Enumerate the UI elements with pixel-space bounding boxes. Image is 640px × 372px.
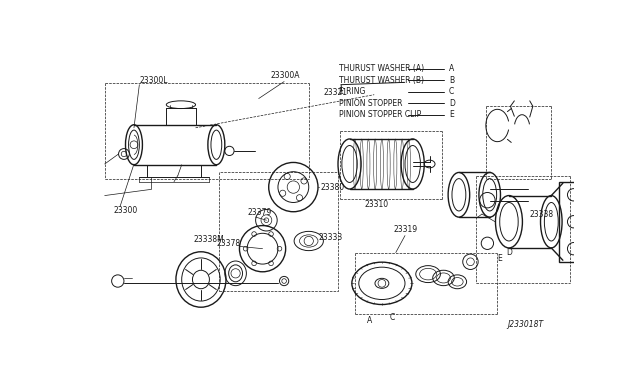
Text: 23300A: 23300A — [270, 71, 300, 80]
Bar — [219, 172, 338, 291]
Text: C: C — [390, 314, 395, 323]
Text: 23300: 23300 — [114, 206, 138, 215]
Text: 23321: 23321 — [323, 88, 348, 97]
Text: E RING: E RING — [339, 87, 365, 96]
Text: A: A — [367, 316, 372, 325]
Text: 23380: 23380 — [320, 183, 344, 192]
Text: B: B — [449, 76, 454, 85]
Text: 23310: 23310 — [365, 200, 389, 209]
Text: 23319: 23319 — [394, 225, 417, 234]
Text: A: A — [449, 64, 454, 74]
Text: THURUST WASHER (B): THURUST WASHER (B) — [339, 76, 424, 85]
Text: 23333: 23333 — [319, 232, 343, 242]
Text: 23378: 23378 — [216, 239, 241, 248]
Text: E: E — [497, 254, 502, 263]
Text: PINION STOPPER CLIP: PINION STOPPER CLIP — [339, 110, 421, 119]
Bar — [559, 182, 588, 262]
Text: PINION STOPPER: PINION STOPPER — [339, 99, 403, 108]
Text: E: E — [449, 110, 454, 119]
Text: D: D — [449, 99, 454, 108]
Text: 23338: 23338 — [530, 209, 554, 218]
Text: 23379: 23379 — [247, 208, 271, 217]
Text: THURUST WASHER (A): THURUST WASHER (A) — [339, 64, 424, 74]
Text: C: C — [449, 87, 454, 96]
Text: 23338M: 23338M — [193, 235, 224, 244]
Text: 23300L: 23300L — [140, 76, 168, 85]
Text: J233018T: J233018T — [508, 320, 543, 330]
Text: D: D — [507, 248, 513, 257]
